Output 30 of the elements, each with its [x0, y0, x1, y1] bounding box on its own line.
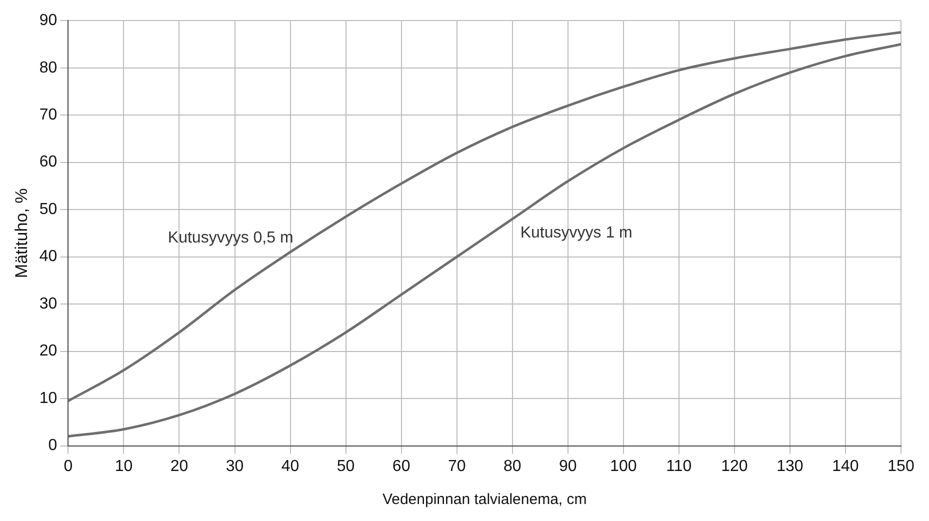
y-tick-label: 0 — [48, 437, 58, 454]
y-tick-label: 30 — [39, 295, 58, 312]
x-tick-label: 140 — [832, 458, 859, 475]
x-axis-title: Vedenpinnan talvialenema, cm — [382, 491, 587, 508]
x-tick-label: 90 — [558, 458, 577, 475]
x-tick-label: 70 — [448, 458, 466, 475]
x-tick-label: 80 — [503, 458, 522, 475]
x-tick-label: 130 — [776, 458, 804, 475]
y-tick-label: 90 — [39, 12, 58, 30]
series-label: Kutusyvyys 0,5 m — [168, 230, 294, 247]
y-tick-label: 50 — [39, 200, 58, 218]
x-tick-label: 60 — [392, 458, 410, 475]
y-axis-title: Mätituho, % — [12, 188, 31, 278]
y-tick-label: 70 — [39, 106, 58, 124]
y-tick-label: 40 — [39, 248, 58, 266]
x-tick-label: 100 — [610, 458, 637, 475]
x-tick-label: 0 — [64, 458, 73, 475]
x-tick-label: 20 — [170, 458, 188, 475]
x-tick-label: 110 — [666, 458, 692, 475]
y-tick-label: 60 — [39, 154, 58, 171]
y-tick-label: 20 — [39, 342, 58, 360]
series-label: Kutusyvyys 1 m — [520, 224, 632, 242]
x-tick-label: 50 — [336, 458, 355, 475]
x-tick-label: 10 — [114, 458, 133, 475]
x-tick-label: 150 — [888, 458, 914, 475]
y-tick-label: 10 — [39, 390, 58, 407]
x-tick-label: 30 — [226, 458, 244, 475]
x-tick-label: 120 — [721, 458, 748, 475]
x-tick-label: 40 — [281, 458, 300, 475]
y-tick-label: 80 — [39, 59, 58, 76]
